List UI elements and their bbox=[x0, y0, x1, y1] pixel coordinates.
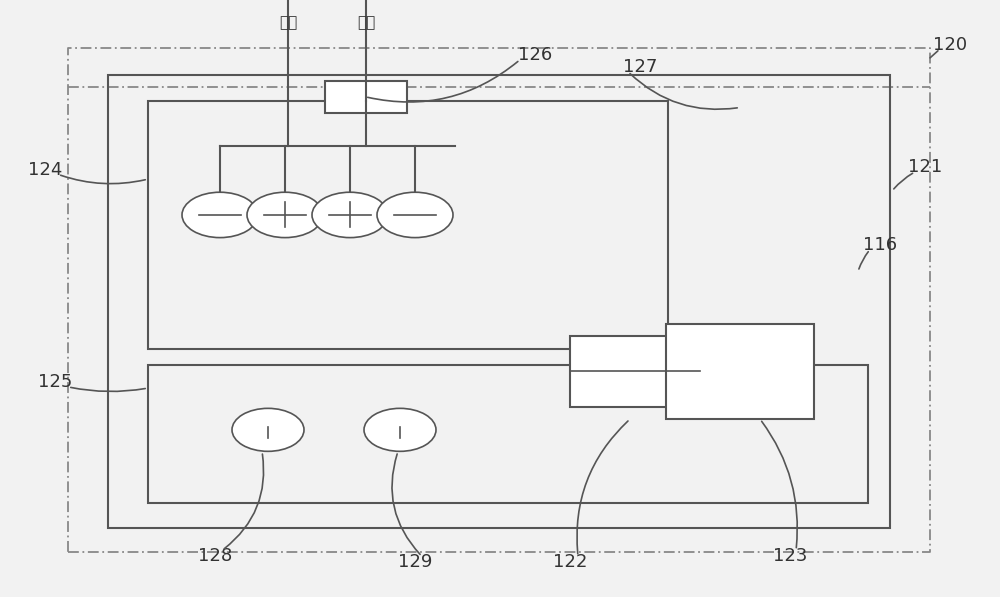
Bar bbox=[325, 81, 407, 113]
Text: 125: 125 bbox=[38, 373, 72, 391]
Circle shape bbox=[364, 408, 436, 451]
Bar bbox=[148, 365, 868, 503]
Text: 122: 122 bbox=[553, 553, 587, 571]
Circle shape bbox=[232, 408, 304, 451]
Bar bbox=[570, 336, 700, 407]
Text: 129: 129 bbox=[398, 553, 432, 571]
Bar bbox=[108, 75, 890, 528]
Bar bbox=[148, 101, 668, 349]
Circle shape bbox=[247, 192, 323, 238]
Text: 正极: 正极 bbox=[357, 15, 375, 30]
Circle shape bbox=[377, 192, 453, 238]
Text: 128: 128 bbox=[198, 547, 232, 565]
Text: 116: 116 bbox=[863, 236, 897, 254]
Text: 121: 121 bbox=[908, 158, 942, 176]
Text: 123: 123 bbox=[773, 547, 807, 565]
Bar bbox=[666, 324, 814, 419]
Text: 126: 126 bbox=[518, 46, 552, 64]
Text: 127: 127 bbox=[623, 58, 657, 76]
Circle shape bbox=[312, 192, 388, 238]
Text: 124: 124 bbox=[28, 161, 62, 179]
Text: 负极: 负极 bbox=[279, 15, 297, 30]
Text: 120: 120 bbox=[933, 36, 967, 54]
Circle shape bbox=[182, 192, 258, 238]
